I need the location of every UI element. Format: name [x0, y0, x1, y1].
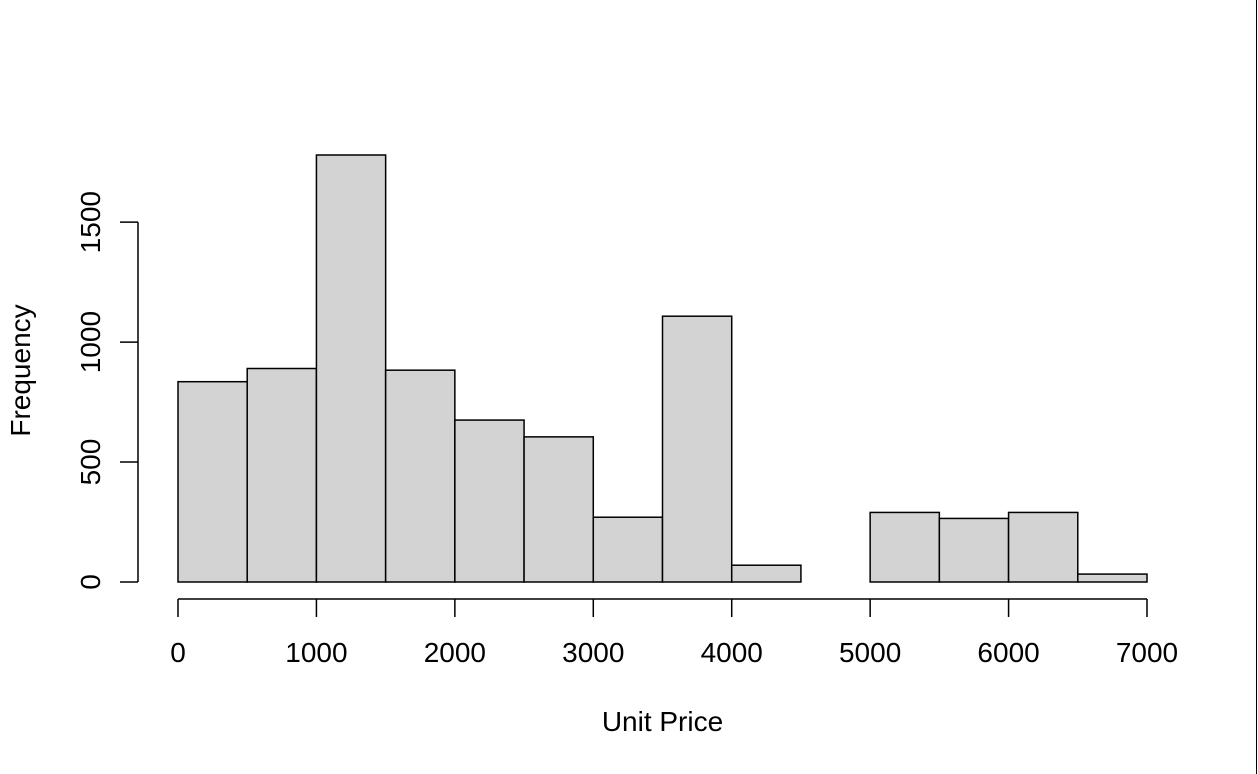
y-tick-label: 0	[75, 574, 106, 590]
histogram-bar	[1077, 573, 1148, 583]
histogram-bar	[384, 369, 456, 583]
y-tick-label: 500	[75, 439, 106, 486]
histogram-bar	[730, 564, 802, 583]
x-tick-label: 4000	[701, 637, 763, 668]
histogram-bar	[523, 436, 595, 583]
y-tick-label: 1000	[75, 311, 106, 373]
histogram-bar	[454, 419, 525, 583]
x-axis: 0 1000 2000 3000 4000 5000 6000 7000	[170, 598, 1178, 668]
histogram-bar	[661, 315, 733, 583]
x-tick-label: 2000	[424, 637, 486, 668]
y-axis-title: Frequency	[5, 304, 36, 436]
histogram-bar	[177, 380, 248, 583]
y-tick-label: 1500	[75, 191, 106, 253]
histogram-bar	[938, 517, 1010, 583]
histogram-bars	[177, 154, 1148, 583]
x-tick-label: 5000	[839, 637, 901, 668]
x-tick-label: 7000	[1116, 637, 1178, 668]
x-tick-label: 1000	[285, 637, 347, 668]
y-axis: 0 500 1000 1500	[75, 191, 139, 590]
x-tick-label: 0	[170, 637, 186, 668]
histogram-bar	[246, 367, 318, 583]
x-tick-label: 6000	[977, 637, 1039, 668]
x-axis-title: Unit Price	[602, 706, 723, 737]
histogram-bar	[1007, 511, 1079, 583]
histogram-bar	[315, 154, 387, 583]
histogram-bar	[592, 516, 664, 583]
x-tick-label: 3000	[562, 637, 624, 668]
histogram-bar	[869, 511, 941, 583]
